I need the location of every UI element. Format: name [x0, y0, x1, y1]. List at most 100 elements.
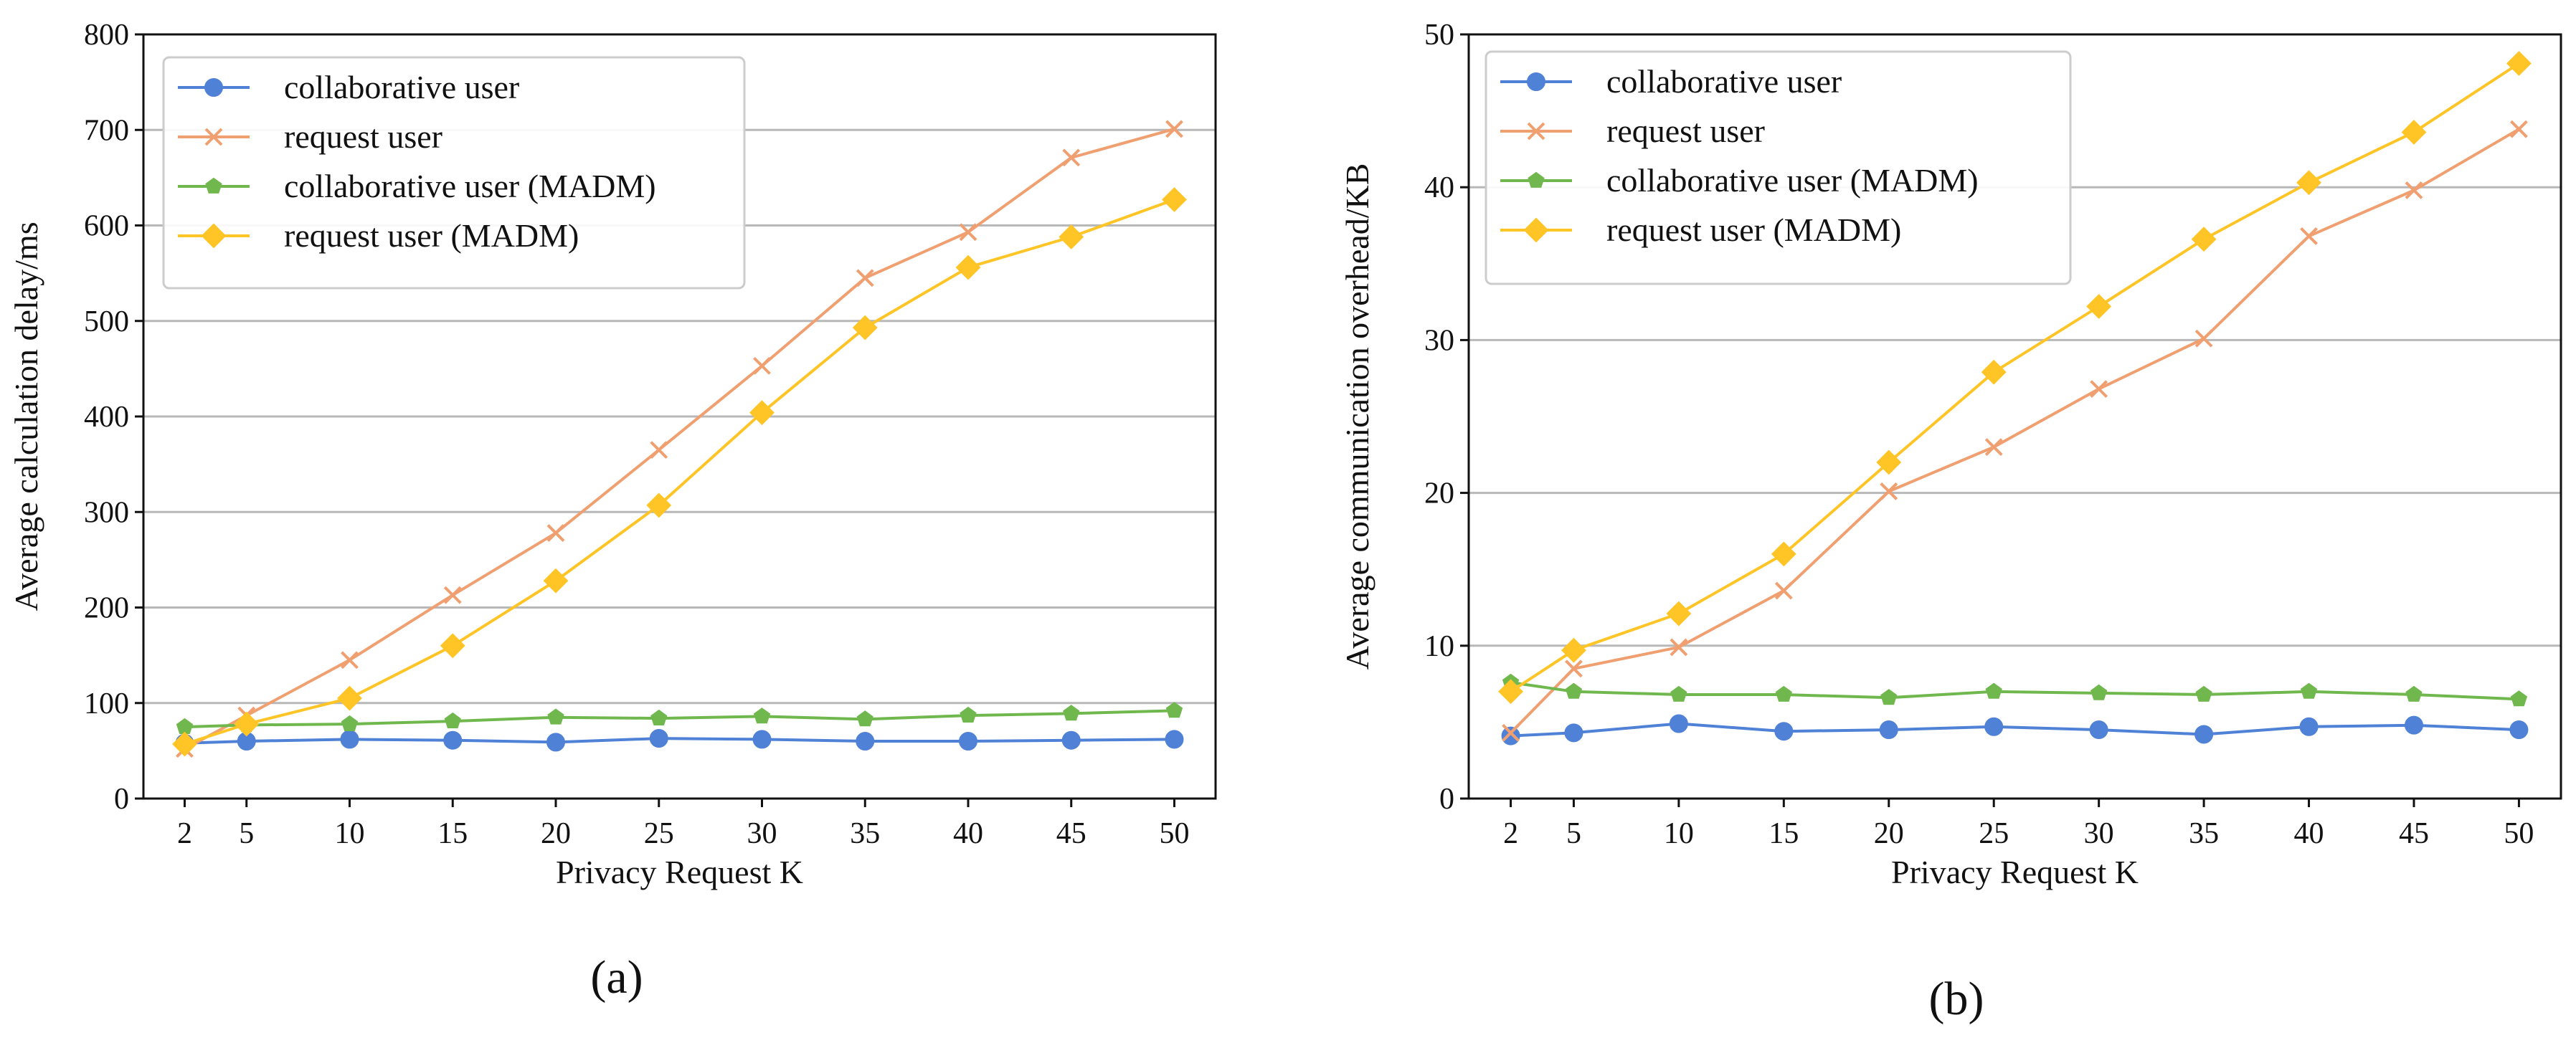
x-axis-label: Privacy Request K: [1891, 854, 2139, 890]
series-line: [184, 709, 1175, 729]
y-tick-label: 40: [1424, 171, 1454, 204]
legend-marker: [1523, 217, 1549, 243]
x-tick-label: 30: [2084, 817, 2114, 850]
data-point: [1565, 659, 1583, 678]
data-point: [547, 708, 564, 725]
legend-marker: [204, 78, 223, 97]
data-point: [1880, 482, 1898, 500]
data-point: [1670, 638, 1688, 657]
data-point: [1666, 601, 1692, 627]
series-collaborative-user-madm-: [176, 702, 1183, 734]
data-point: [2191, 227, 2217, 252]
data-point: [2510, 120, 2528, 138]
data-point: [1059, 224, 1084, 249]
y-tick-label: 700: [84, 114, 129, 147]
series-line: [1510, 722, 2519, 738]
data-point: [444, 712, 461, 728]
panel-caption: (a): [590, 951, 643, 1004]
y-axis-label: Average calculation delay/ms: [8, 221, 44, 611]
data-point: [543, 568, 569, 594]
data-point: [2086, 294, 2112, 319]
data-point: [546, 733, 565, 752]
data-point: [856, 710, 873, 727]
series-line: [184, 737, 1175, 745]
data-point: [340, 730, 359, 749]
series-collaborative-user: [175, 729, 1184, 753]
data-point: [1880, 689, 1898, 705]
x-tick-label: 20: [541, 817, 571, 850]
data-point: [2194, 329, 2213, 348]
data-point: [2089, 720, 2108, 740]
x-tick-label: 5: [1566, 817, 1581, 850]
data-point: [646, 492, 672, 518]
data-point: [960, 706, 977, 723]
legend-marker: [1527, 72, 1545, 91]
y-tick-label: 0: [114, 783, 129, 816]
data-point: [2405, 685, 2423, 702]
data-point: [2405, 181, 2423, 199]
series-request-user-madm-: [172, 187, 1187, 757]
data-point: [2090, 380, 2108, 399]
y-tick-label: 100: [84, 687, 129, 720]
legend: collaborative user request user collaborat…: [162, 56, 746, 290]
data-point: [337, 685, 362, 711]
data-point: [440, 633, 465, 659]
data-point: [2299, 717, 2319, 736]
series-request-user-madm-: [1498, 51, 2532, 705]
legend-label: request user: [1606, 113, 1765, 149]
legend-label: request user (MADM): [1606, 211, 1901, 248]
data-point: [2401, 120, 2427, 145]
data-point: [2296, 170, 2321, 196]
x-tick-label: 40: [2294, 817, 2324, 850]
data-point: [649, 729, 668, 748]
data-point: [2300, 227, 2318, 245]
y-tick-label: 20: [1424, 477, 1454, 510]
data-point: [2195, 685, 2212, 702]
legend-box: [162, 56, 746, 290]
data-point: [2509, 720, 2529, 740]
y-tick-label: 30: [1424, 324, 1454, 357]
x-tick-label: 25: [1979, 817, 2009, 850]
data-point: [1165, 702, 1183, 718]
data-point: [1984, 717, 2004, 736]
y-tick-label: 400: [84, 401, 129, 434]
x-tick-label: 10: [1664, 817, 1694, 850]
x-tick-label: 50: [2504, 817, 2534, 850]
x-tick-label: 15: [437, 817, 468, 850]
data-point: [1061, 730, 1081, 750]
x-tick-label: 2: [1503, 817, 1518, 850]
data-point: [959, 223, 977, 242]
y-tick-label: 500: [84, 305, 129, 338]
x-tick-label: 25: [644, 817, 674, 850]
y-tick-label: 800: [84, 19, 129, 52]
x-tick-label: 30: [747, 817, 777, 850]
x-tick-label: 35: [2189, 817, 2219, 850]
data-point: [1502, 723, 1520, 742]
data-point: [1498, 679, 1523, 705]
data-point: [546, 524, 565, 542]
legend-marker: [201, 223, 227, 249]
data-point: [1062, 148, 1081, 167]
data-point: [1876, 449, 1902, 475]
legend-label: request user (MADM): [284, 217, 579, 254]
x-tick-label: 45: [2399, 817, 2429, 850]
x-tick-label: 45: [1056, 817, 1086, 850]
legend-label: request user: [284, 118, 442, 155]
data-point: [1561, 637, 1586, 663]
data-point: [443, 586, 462, 604]
y-tick-label: 0: [1439, 783, 1454, 816]
data-point: [2506, 51, 2532, 76]
y-tick-label: 10: [1424, 630, 1454, 663]
data-point: [1670, 685, 1687, 702]
data-point: [856, 269, 874, 287]
series-request-user: [1502, 120, 2528, 742]
data-point: [852, 315, 878, 340]
legend-label: collaborative user (MADM): [1606, 162, 1979, 199]
data-point: [959, 732, 977, 751]
data-point: [749, 400, 775, 426]
legend: collaborative user request user collaborat…: [1484, 50, 2072, 285]
x-tick-label: 40: [953, 817, 983, 850]
data-point: [234, 711, 260, 737]
data-point: [2194, 725, 2214, 744]
